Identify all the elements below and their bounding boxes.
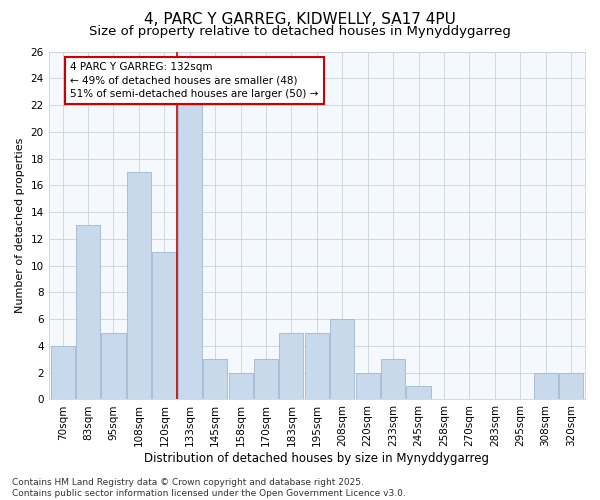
Bar <box>101 332 125 400</box>
X-axis label: Distribution of detached houses by size in Mynyddygarreg: Distribution of detached houses by size … <box>145 452 490 465</box>
Bar <box>254 360 278 400</box>
Bar <box>305 332 329 400</box>
Bar <box>229 372 253 400</box>
Bar <box>203 360 227 400</box>
Bar <box>178 105 202 400</box>
Bar <box>76 226 100 400</box>
Text: Size of property relative to detached houses in Mynyddygarreg: Size of property relative to detached ho… <box>89 25 511 38</box>
Bar <box>406 386 431 400</box>
Bar <box>533 372 557 400</box>
Bar <box>559 372 583 400</box>
Bar <box>127 172 151 400</box>
Text: Contains HM Land Registry data © Crown copyright and database right 2025.
Contai: Contains HM Land Registry data © Crown c… <box>12 478 406 498</box>
Bar <box>330 319 355 400</box>
Bar <box>152 252 176 400</box>
Text: 4 PARC Y GARREG: 132sqm
← 49% of detached houses are smaller (48)
51% of semi-de: 4 PARC Y GARREG: 132sqm ← 49% of detache… <box>70 62 319 98</box>
Text: 4, PARC Y GARREG, KIDWELLY, SA17 4PU: 4, PARC Y GARREG, KIDWELLY, SA17 4PU <box>144 12 456 28</box>
Bar <box>50 346 75 400</box>
Bar <box>381 360 405 400</box>
Bar <box>356 372 380 400</box>
Y-axis label: Number of detached properties: Number of detached properties <box>15 138 25 313</box>
Bar <box>280 332 304 400</box>
